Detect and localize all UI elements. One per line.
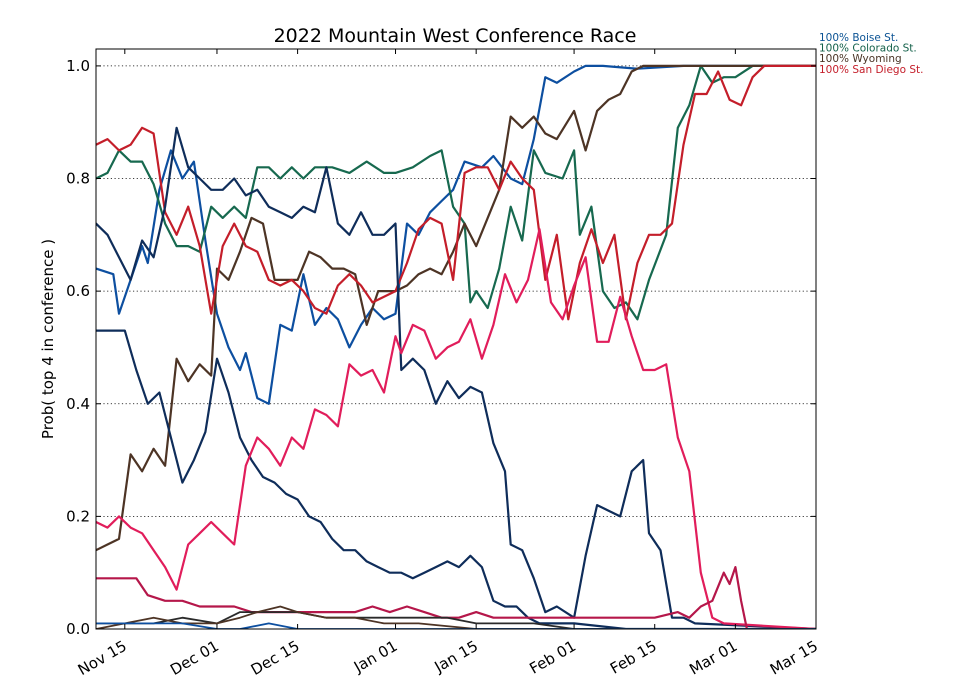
series-line-9 (96, 605, 816, 629)
x-tick-label: Mar 15 (767, 637, 821, 679)
legend-entry: 100% Wyoming (819, 53, 902, 65)
series-line-6 (96, 228, 816, 629)
y-tick-label: 0.2 (66, 507, 90, 525)
x-axis: Nov 15 Dec 01 Dec 15 Jan 01 Jan 15 Feb 01 Feb … (75, 49, 821, 679)
series-line-0 (96, 64, 816, 405)
x-tick-label: Mar 01 (686, 637, 740, 679)
y-tick-label: 0.4 (66, 395, 90, 413)
x-tick-label: Jan 01 (350, 637, 401, 677)
legend-entry: 100% Colorado St. (819, 43, 917, 55)
x-tick-label: Nov 15 (75, 637, 130, 679)
series-line-5 (96, 329, 816, 629)
y-tick-label: 0.6 (66, 282, 90, 300)
x-tick-label: Feb 15 (607, 637, 660, 678)
y-tick-label: 0.0 (66, 620, 90, 638)
series-line-3 (96, 64, 816, 321)
series-line-10 (96, 622, 816, 629)
y-axis: 0.0 0.2 0.4 0.6 0.8 1.0 (66, 57, 816, 638)
legend: 100% Boise St.100% Colorado St.100% Wyom… (819, 32, 923, 76)
series-line-1 (96, 64, 816, 321)
y-tick-label: 0.8 (66, 170, 90, 188)
plot-frame (95, 48, 817, 630)
x-tick-label: Dec 01 (167, 637, 222, 679)
series-line-2 (96, 64, 816, 552)
x-tick-label: Dec 15 (248, 637, 303, 679)
legend-entry: 100% San Diego St. (819, 64, 923, 76)
legend-entry: 100% Boise St. (819, 32, 898, 44)
gridlines (96, 65, 816, 630)
x-tick-label: Jan 15 (431, 637, 482, 677)
x-tick-label: Feb 01 (526, 637, 579, 678)
y-axis-label: Prob( top 4 in conference ) (39, 239, 57, 439)
series-lines (96, 64, 816, 629)
series-line-4 (96, 126, 816, 629)
chart-title: 2022 Mountain West Conference Race (274, 25, 637, 47)
y-tick-label: 1.0 (66, 57, 90, 75)
